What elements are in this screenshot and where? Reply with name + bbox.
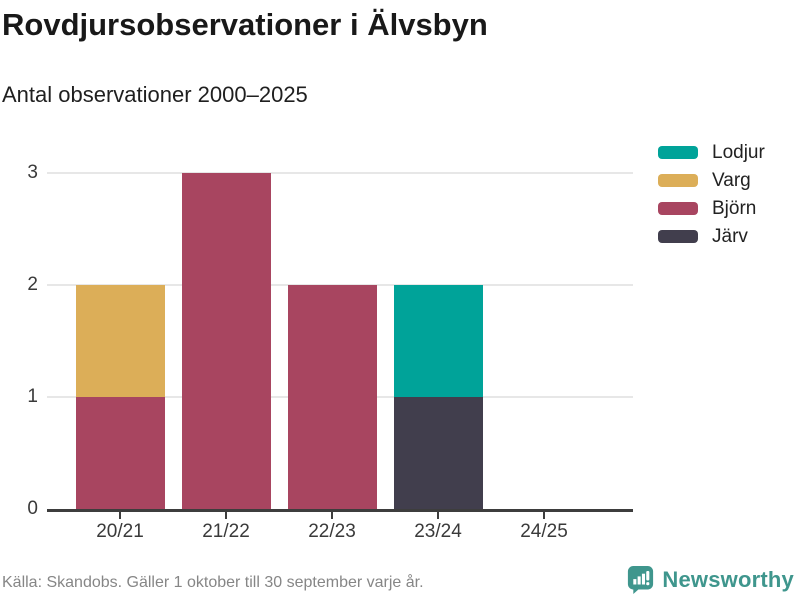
legend-swatch: [658, 230, 698, 243]
x-axis-cell: 24/25: [491, 511, 597, 543]
y-tick-label: 1: [27, 386, 38, 407]
bar-segment: [393, 285, 483, 397]
bar-segment: [181, 173, 271, 509]
x-axis: 20/21 21/22 22/23 23/24 24/25: [67, 511, 597, 543]
bar-segment: [75, 397, 165, 509]
plot-area: [47, 172, 633, 512]
bar-segment: [287, 285, 377, 509]
legend-swatch: [658, 202, 698, 215]
gridline: [47, 172, 633, 174]
axis-tick: [542, 511, 546, 519]
x-axis-cell: 22/23: [279, 511, 385, 543]
y-tick-label: 2: [27, 274, 38, 295]
legend-swatch: [658, 146, 698, 159]
legend-label: Järv: [712, 225, 748, 247]
bar-segment: [75, 285, 165, 397]
x-axis-cell: 20/21: [67, 511, 173, 543]
x-axis-cell: 21/22: [173, 511, 279, 543]
x-tick-label: 22/23: [308, 521, 356, 542]
x-axis-cell: 23/24: [385, 511, 491, 543]
newsworthy-logo: Newsworthy: [627, 565, 794, 595]
legend-item: Järv: [658, 225, 765, 248]
bar-segment: [393, 397, 483, 509]
legend-label: Lodjur: [712, 141, 765, 163]
bar: [181, 173, 271, 509]
axis-tick: [118, 511, 122, 519]
y-tick-label: 0: [27, 498, 38, 519]
axis-tick: [436, 511, 440, 519]
legend-swatch: [658, 174, 698, 187]
bar-slot: [385, 173, 491, 509]
bars-group: [67, 173, 597, 509]
bar-slot: [67, 173, 173, 509]
x-tick-label: 20/21: [96, 521, 144, 542]
newsworthy-wordmark: Newsworthy: [662, 567, 794, 592]
source-note: Källa: Skandobs. Gäller 1 oktober till 3…: [2, 574, 424, 591]
bar: [393, 285, 483, 509]
bar-slot: [279, 173, 385, 509]
legend-item: Björn: [658, 197, 765, 220]
y-tick-label: 3: [27, 162, 38, 183]
chart-title: Rovdjursobservationer i Älvsbyn: [2, 7, 488, 42]
x-tick-label: 23/24: [414, 521, 462, 542]
x-tick-label: 21/22: [202, 521, 250, 542]
bar-slot: [491, 173, 597, 509]
axis-tick: [224, 511, 228, 519]
legend-item: Varg: [658, 169, 765, 192]
chart-subtitle: Antal observationer 2000–2025: [2, 82, 308, 107]
legend-label: Varg: [712, 169, 751, 191]
x-tick-label: 24/25: [520, 521, 568, 542]
legend-item: Lodjur: [658, 141, 765, 164]
bar: [75, 285, 165, 509]
bar: [287, 285, 377, 509]
axis-tick: [330, 511, 334, 519]
legend: Lodjur Varg Björn Järv: [658, 141, 765, 253]
y-axis: 0 1 2 3: [0, 162, 38, 519]
bar-slot: [173, 173, 279, 509]
legend-label: Björn: [712, 197, 757, 219]
bar-chart-speech-bubble-icon: [628, 566, 654, 594]
